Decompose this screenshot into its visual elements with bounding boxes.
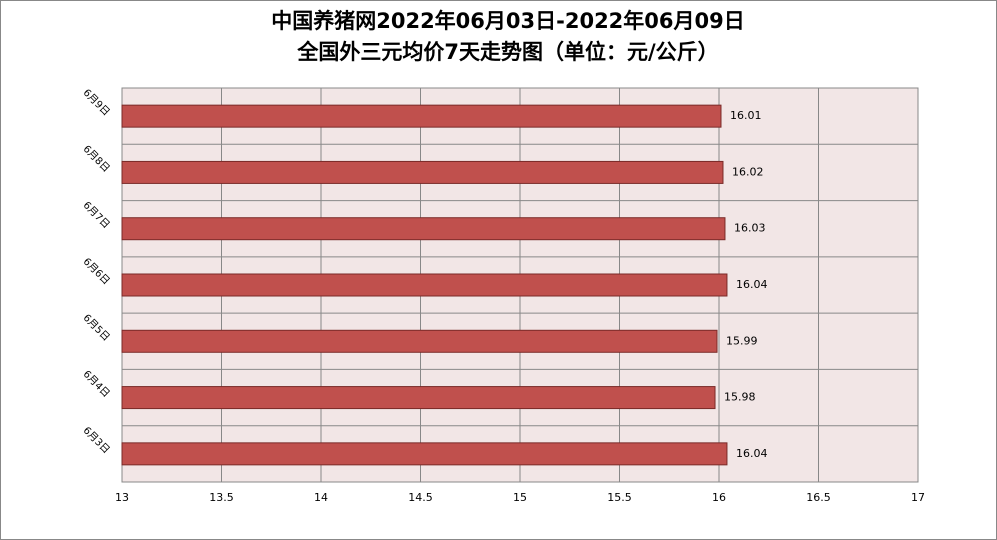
x-tick-label: 14.5: [408, 491, 433, 504]
value-label: 16.01: [730, 109, 762, 122]
x-tick-label: 15.5: [607, 491, 632, 504]
x-tick-label: 16.5: [806, 491, 831, 504]
chart-title: 中国养猪网2022年06月03日-2022年06月09日: [271, 9, 745, 33]
value-label: 16.04: [736, 447, 768, 460]
x-tick-label: 13.5: [209, 491, 234, 504]
value-label: 16.04: [736, 278, 768, 291]
x-tick-label: 13: [115, 491, 129, 504]
value-label: 15.99: [726, 334, 758, 347]
x-tick-label: 14: [314, 491, 328, 504]
value-label: 16.02: [732, 165, 764, 178]
value-label: 16.03: [734, 222, 766, 235]
bar: [121, 217, 726, 241]
chart-subtitle: 全国外三元均价7天走势图（单位：元/公斤）: [296, 40, 718, 64]
x-tick-label: 16: [712, 491, 726, 504]
bar: [121, 160, 724, 184]
x-tick-label: 17: [911, 491, 925, 504]
value-label: 15.98: [724, 391, 756, 404]
bar: [121, 104, 722, 128]
bar: [121, 273, 728, 297]
bar: [121, 329, 718, 353]
bar: [121, 386, 716, 410]
bar: [121, 442, 728, 466]
x-tick-label: 15: [513, 491, 527, 504]
